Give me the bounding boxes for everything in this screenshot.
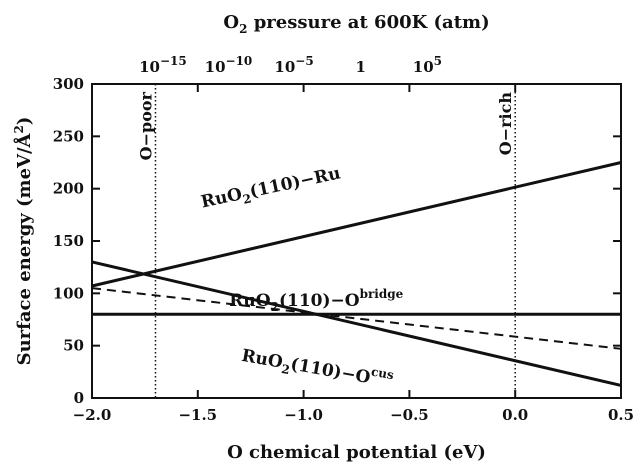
series-label-2: RuO2(110)−Ocus [240,342,396,395]
y-title-exp: 2 [12,125,26,133]
y-tick-label: 200 [53,180,84,198]
y-tick-label: 250 [53,127,84,145]
top-title-sub: 2 [239,22,247,36]
x-tick-label: −2.0 [73,406,112,424]
y-title-unit: Å [12,132,35,148]
y-title-post: ) [14,117,35,126]
y-title-pre: Surface energy (meV/ [14,147,35,365]
x-tick-label: 0.5 [608,406,634,424]
x-tick-label: 0.0 [502,406,528,424]
y-tick-label: 100 [53,284,84,302]
series-line-2 [91,260,622,387]
series-line-0 [91,161,622,288]
plot-content [91,84,622,398]
marker-label-0: O−poor [136,91,155,160]
x-tick-label: −0.5 [390,406,429,424]
top-ticks: 10−15 10−10 10−5 1 105 [139,54,442,76]
x-axis-title: O chemical potential (eV) [227,442,486,463]
marker-label-1: O−rich [496,92,515,156]
plot-frame [91,83,622,399]
series-label-1: RuO2(110)−Obridge [229,287,403,314]
top-axis-title: O2 pressure at 600K (atm) [223,12,489,36]
x-tick-label: −1.5 [178,406,217,424]
top-tick-label: 10−10 [205,54,253,76]
y-tick-label: 300 [53,75,84,93]
series-line-3 [91,287,622,350]
annotations: O−poor O−rich RuO2(110)−Ru RuO2(110)−Obridg… [136,91,515,395]
x-ticks: −2.0 −1.5 −1.0 −0.5 0.0 0.5 [73,84,634,424]
y-tick-label: 0 [74,389,84,407]
top-title-pre: O [223,12,239,33]
top-tick-label: 105 [413,54,442,76]
y-ticks: 0 50 100 150 200 250 300 [53,75,621,407]
y-tick-label: 150 [53,232,84,250]
series-label-0: RuO2(110)−Ru [199,163,343,215]
x-tick-label: −1.0 [284,406,323,424]
top-tick-label: 10−15 [139,54,187,76]
y-tick-label: 50 [63,337,84,355]
y-axis-title: Surface energy (meV/Å2) [12,117,35,366]
top-tick-label: 10−5 [274,54,313,76]
top-title-post: pressure at 600K (atm) [247,12,489,33]
top-tick-label: 1 [356,58,366,76]
